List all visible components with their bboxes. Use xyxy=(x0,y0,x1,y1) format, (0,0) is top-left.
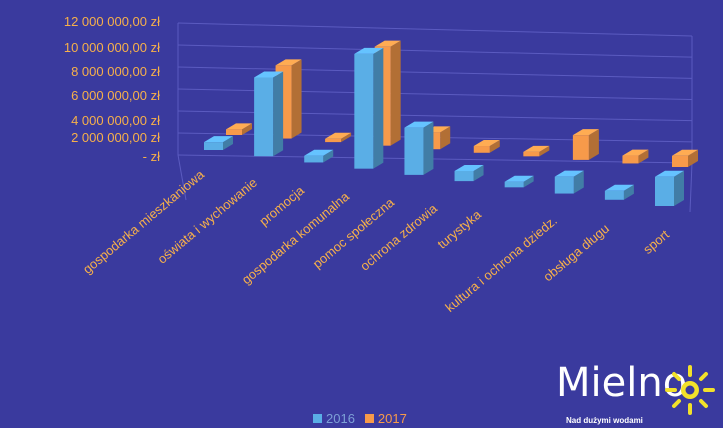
y-tick-label: 8 000 000,00 zł xyxy=(71,64,160,79)
x-tick-label: promocja xyxy=(256,182,307,228)
gridline xyxy=(177,22,693,37)
y-tick-label: 10 000 000,00 zł xyxy=(64,40,160,55)
gridline xyxy=(177,66,693,79)
bar-2016 xyxy=(504,175,534,188)
bar-2016 xyxy=(604,184,634,200)
y-tick-label: 2 000 000,00 zł xyxy=(71,130,160,145)
bar-2016 xyxy=(354,47,384,169)
bar-2016 xyxy=(554,170,584,194)
bar-2016 xyxy=(254,71,284,157)
legend-swatch-2016 xyxy=(313,414,322,423)
y-tick-label: 4 000 000,00 zł xyxy=(71,113,160,128)
y-tick-label: 6 000 000,00 zł xyxy=(71,88,160,103)
floor-right-edge xyxy=(689,162,693,213)
x-tick-label: turystyka xyxy=(434,206,484,251)
logo-tagline: Nad dużymi wodami xyxy=(566,416,643,425)
bar-2017 xyxy=(572,129,599,160)
bar-2017 xyxy=(622,149,649,164)
sun-icon xyxy=(665,365,715,415)
legend: 2016 2017 xyxy=(313,411,407,426)
gridline xyxy=(177,44,693,58)
bar-2017 xyxy=(672,149,698,167)
y-tick-label: 12 000 000,00 zł xyxy=(64,14,160,29)
bar-2017 xyxy=(325,132,352,143)
bars xyxy=(204,40,698,206)
y-tick-label: - zł xyxy=(143,149,160,164)
y-axis-labels: 12 000 000,00 zł 10 000 000,00 zł 8 000 00… xyxy=(64,14,160,164)
bar-2016 xyxy=(655,170,684,206)
bar-2016 xyxy=(204,136,233,150)
bar-2017 xyxy=(473,140,500,153)
legend-item-2017: 2017 xyxy=(364,411,407,426)
floor-left-edge xyxy=(177,154,187,201)
logo-text: Mielno xyxy=(556,360,688,406)
legend-item-2016: 2016 xyxy=(313,411,355,426)
legend-label-2017: 2017 xyxy=(377,411,407,426)
x-tick-label: gospodarka mieszkaniowa xyxy=(80,166,208,276)
bar-2017 xyxy=(226,123,252,135)
legend-swatch-2017 xyxy=(364,414,374,423)
bar-2016 xyxy=(304,149,334,163)
legend-label-2016: 2016 xyxy=(326,411,355,426)
gridline xyxy=(177,154,693,164)
bar-2016 xyxy=(404,121,434,175)
bar-2017 xyxy=(523,145,550,157)
bar-2016 xyxy=(454,164,484,182)
mielno-logo: Mielno Nad dużymi wodami xyxy=(548,358,718,428)
x-tick-label: sport xyxy=(640,227,672,257)
